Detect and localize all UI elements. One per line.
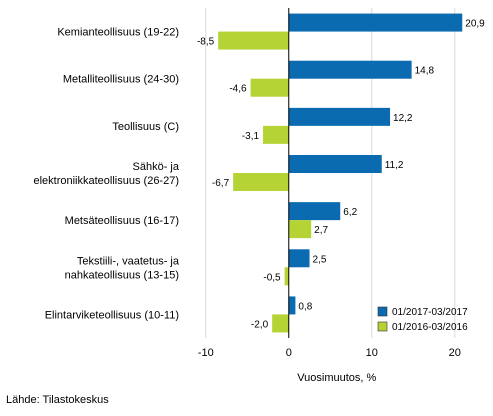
data-label: -8,5 — [197, 37, 215, 48]
category-label: Metalliteollisuus (24-30) — [63, 74, 179, 86]
data-label: 11,2 — [385, 160, 404, 171]
x-axis-title: Vuosimuutos, % — [297, 372, 376, 384]
data-label: -0,5 — [263, 272, 281, 283]
category-label: Kemianteollisuus (19-22) — [57, 27, 179, 39]
category-label: Elintarviketeollisuus (10-11) — [45, 309, 179, 321]
bar — [288, 155, 382, 173]
data-label: 2,7 — [314, 225, 328, 236]
data-label: -4,6 — [229, 84, 247, 95]
data-label: 20,9 — [465, 19, 485, 30]
data-label: 6,2 — [343, 207, 357, 218]
bar — [284, 267, 289, 286]
legend-swatch — [377, 321, 388, 332]
data-label: 14,8 — [415, 66, 435, 77]
bar — [250, 78, 289, 97]
category-label: Metsäteollisuus (16-17) — [65, 215, 179, 227]
category-label: elektroniikkateollisuus (26-27) — [33, 175, 179, 187]
legend-label: 01/2016-03/2016 — [392, 322, 468, 333]
data-label: 0,8 — [298, 301, 312, 312]
category-label: Tekstiili-, vaatetus- ja — [77, 255, 180, 267]
data-label: -3,1 — [242, 131, 260, 142]
bar — [288, 107, 391, 126]
category-label: nahkateollisuus (13-15) — [65, 269, 179, 281]
legend-swatch — [377, 306, 388, 317]
data-label: 12,2 — [393, 113, 413, 124]
category-label: Teollisuus (C) — [112, 121, 179, 133]
x-tick-label: 0 — [286, 347, 292, 359]
x-tick-label: -10 — [198, 347, 214, 359]
bar — [233, 173, 289, 191]
bar — [263, 125, 289, 144]
data-label: -6,7 — [212, 178, 230, 189]
bar — [288, 296, 296, 315]
category-label: Sähkö- ja — [133, 161, 180, 173]
x-tick-label: 10 — [366, 347, 378, 359]
data-label: -2,0 — [251, 319, 269, 330]
bar — [218, 31, 289, 50]
bar — [272, 314, 289, 333]
bar — [288, 202, 341, 221]
x-tick-label: 20 — [449, 347, 461, 359]
source-note: Lähde: Tilastokeskus — [6, 394, 109, 406]
bar — [288, 220, 312, 239]
legend-label: 01/2017-03/2017 — [392, 307, 468, 318]
bar — [288, 60, 412, 79]
bar — [288, 249, 310, 268]
bar — [288, 13, 463, 32]
data-label: 2,5 — [313, 254, 327, 265]
